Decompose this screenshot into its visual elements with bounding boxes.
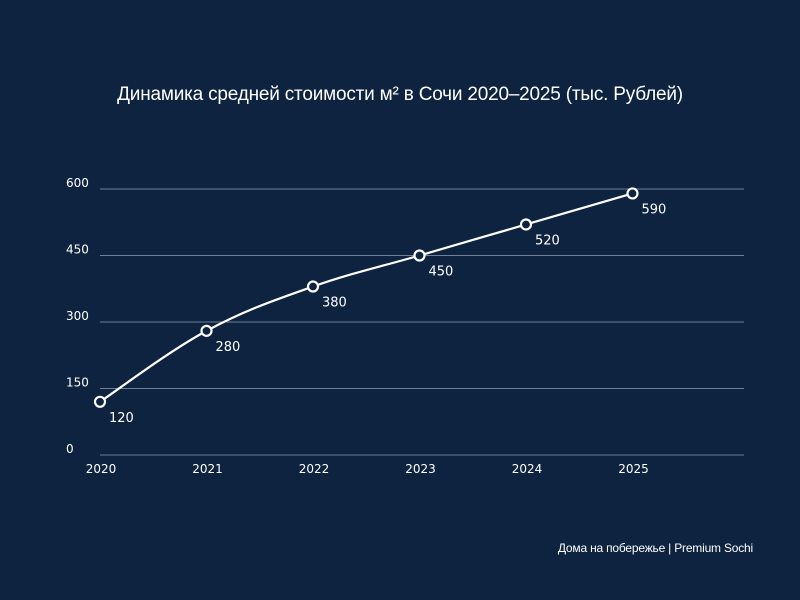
data-label: 280 bbox=[216, 340, 241, 355]
data-label: 120 bbox=[109, 411, 134, 426]
series-line-group bbox=[99, 192, 633, 403]
gridlines bbox=[100, 188, 744, 456]
y-tick-label: 300 bbox=[66, 309, 89, 323]
x-tick-label: 2025 bbox=[618, 462, 649, 476]
y-tick-label: 600 bbox=[66, 176, 89, 190]
data-label: 450 bbox=[429, 265, 454, 280]
data-label: 380 bbox=[322, 296, 347, 311]
y-tick-label: 0 bbox=[66, 442, 74, 456]
x-tick-label: 2023 bbox=[405, 462, 436, 476]
data-label: 520 bbox=[535, 233, 560, 248]
x-tick-label: 2024 bbox=[512, 462, 543, 476]
data-label: 590 bbox=[642, 202, 667, 217]
x-axis-ticks: 2020 2021 2022 2023 2024 2025 bbox=[86, 462, 649, 476]
data-point-marker bbox=[626, 187, 639, 200]
y-tick-label: 150 bbox=[66, 376, 89, 390]
x-tick-label: 2022 bbox=[299, 462, 330, 476]
x-tick-label: 2020 bbox=[86, 462, 117, 476]
x-tick-label: 2021 bbox=[192, 462, 223, 476]
footer-brand: Дома на побережье | Premium Sochi bbox=[557, 541, 753, 555]
data-point-marker bbox=[200, 324, 213, 337]
data-point-marker bbox=[519, 218, 533, 231]
data-points bbox=[93, 187, 639, 408]
y-axis-ticks: 0 150 300 450 600 bbox=[66, 176, 89, 456]
data-point-marker bbox=[93, 395, 107, 408]
data-point-marker bbox=[413, 249, 426, 262]
data-labels: 120 280 380 450 520 590 bbox=[109, 202, 666, 425]
series-line bbox=[99, 192, 633, 403]
chart-title: Динамика средней стоимости м² в Сочи 202… bbox=[117, 84, 683, 105]
data-point-marker bbox=[306, 280, 320, 293]
y-tick-label: 450 bbox=[66, 243, 89, 257]
